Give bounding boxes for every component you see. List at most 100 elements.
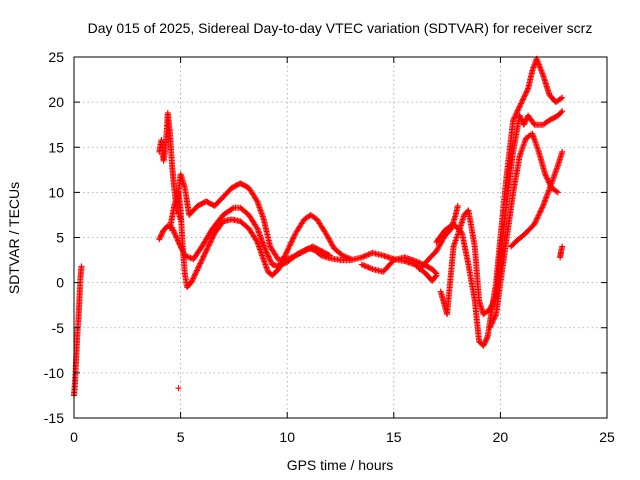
series-satellite-track-3 <box>156 109 184 223</box>
x-axis-label: GPS time / hours <box>287 457 394 473</box>
data-point-marker <box>514 107 521 114</box>
data-point-marker <box>559 243 566 250</box>
data-point-marker <box>534 214 541 221</box>
data-point-marker <box>536 209 543 216</box>
data-point-marker <box>538 205 545 212</box>
data-point-marker <box>553 188 560 195</box>
data-point-marker <box>197 259 204 266</box>
x-tick-label: 20 <box>493 429 509 445</box>
data-point-marker <box>490 316 497 323</box>
data-point-marker <box>174 236 181 243</box>
data-point-marker <box>487 305 494 312</box>
data-point-marker <box>432 269 439 276</box>
data-point-marker <box>285 245 292 252</box>
data-point-marker <box>523 89 530 96</box>
x-axis-tick-labels: 0 5 10 15 20 25 <box>70 429 615 445</box>
data-point-marker <box>488 303 495 310</box>
data-point-marker <box>194 266 201 273</box>
y-tick-label: 15 <box>48 139 64 155</box>
data-point-marker <box>364 252 371 259</box>
data-point-marker <box>288 238 295 245</box>
y-tick-label: 10 <box>48 184 64 200</box>
grid-lines <box>74 57 607 418</box>
data-point-marker <box>207 239 214 246</box>
y-tick-label: -15 <box>44 410 64 426</box>
data-point-marker <box>535 212 542 219</box>
data-point-marker <box>267 258 274 265</box>
data-point-marker <box>537 208 544 215</box>
data-point-marker <box>210 232 217 239</box>
data-point-marker <box>205 243 212 250</box>
data-point-marker <box>191 272 198 279</box>
data-point-marker <box>361 253 368 260</box>
data-point-marker <box>360 253 367 260</box>
data-point-marker <box>358 254 365 261</box>
data-point-marker <box>159 229 166 236</box>
data-point-marker <box>539 204 546 211</box>
data-point-marker <box>170 228 177 235</box>
data-point-marker <box>365 251 372 258</box>
data-point-marker <box>482 338 489 345</box>
data-point-marker <box>542 171 549 178</box>
series-satellite-track-10 <box>437 108 566 318</box>
data-point-marker <box>200 253 207 260</box>
data-point-marker <box>287 254 294 261</box>
series-satellite-track-5 <box>173 171 333 264</box>
data-point-marker <box>283 249 290 256</box>
data-point-marker <box>483 335 490 342</box>
data-point-marker <box>559 108 566 115</box>
data-point-marker <box>195 264 202 271</box>
data-point-marker <box>284 246 291 253</box>
data-point-marker <box>339 252 346 259</box>
data-point-marker <box>175 385 182 392</box>
data-point-marker <box>288 239 295 246</box>
data-point-marker <box>518 99 525 106</box>
data-point-marker <box>172 233 179 240</box>
data-point-marker <box>542 172 549 179</box>
data-point-marker <box>264 252 271 259</box>
data-point-marker <box>199 254 206 261</box>
y-tick-label: 0 <box>56 275 64 291</box>
series-satellite-track-12 <box>508 148 566 250</box>
data-point-marker <box>203 246 210 253</box>
data-point-marker <box>368 265 375 272</box>
data-point-marker <box>414 259 421 266</box>
data-point-marker <box>360 262 367 269</box>
data-point-marker <box>156 236 163 243</box>
x-tick-label: 0 <box>70 429 78 445</box>
data-point-marker <box>517 113 524 120</box>
data-point-marker <box>170 227 177 234</box>
data-point-marker <box>454 202 461 209</box>
data-point-marker <box>157 233 164 240</box>
data-point-marker <box>522 117 529 124</box>
data-point-marker <box>285 255 292 262</box>
data-point-marker <box>510 115 517 122</box>
data-point-marker <box>515 106 522 113</box>
data-point-marker <box>558 109 565 116</box>
data-points <box>71 55 566 399</box>
data-point-marker <box>78 263 85 270</box>
data-point-marker <box>205 242 212 249</box>
data-point-marker <box>516 104 523 111</box>
data-point-marker <box>520 95 527 102</box>
data-point-marker <box>195 263 202 270</box>
data-point-marker <box>206 241 213 248</box>
x-tick-label: 15 <box>386 429 402 445</box>
data-point-marker <box>291 253 298 260</box>
data-point-marker <box>412 257 419 264</box>
data-point-marker <box>532 219 539 226</box>
data-point-marker <box>197 260 204 267</box>
data-point-marker <box>512 111 519 118</box>
x-tick-label: 5 <box>177 429 185 445</box>
data-point-marker <box>208 236 215 243</box>
data-point-marker <box>267 257 274 264</box>
data-point-marker <box>186 254 193 261</box>
data-point-marker <box>492 312 499 319</box>
data-point-marker <box>173 234 180 241</box>
data-point-marker <box>190 275 197 282</box>
data-point-marker <box>513 110 520 117</box>
y-axis-label: SDTVAR / TECUs <box>6 182 22 294</box>
data-point-marker <box>365 264 372 271</box>
y-tick-label: -10 <box>44 365 64 381</box>
